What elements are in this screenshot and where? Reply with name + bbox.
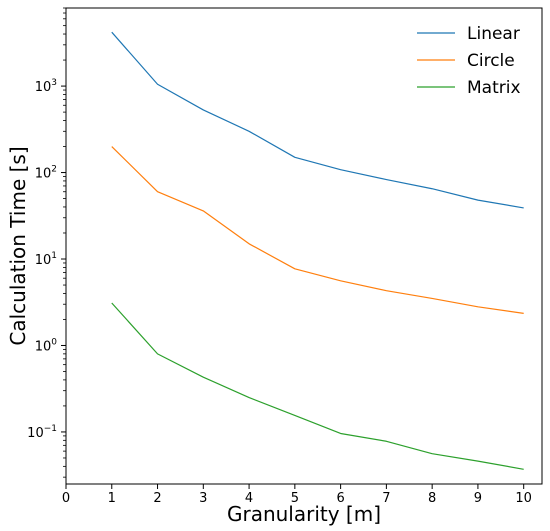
plot-frame <box>65 7 543 485</box>
y-axis-label: Calculation Time [s] <box>6 146 30 345</box>
x-tick-label: 8 <box>428 491 436 506</box>
series-line-linear <box>111 31 524 209</box>
series-line-matrix <box>111 302 524 470</box>
x-axis-label: Granularity [m] <box>227 502 381 526</box>
x-tick-label: 0 <box>62 491 70 506</box>
x-tick-label: 3 <box>199 491 207 506</box>
y-tick-label: 100 <box>35 337 58 354</box>
series-lines <box>111 31 524 470</box>
x-tick-label: 9 <box>474 491 482 506</box>
y-tick-label: 103 <box>35 78 57 95</box>
x-tick-label: 2 <box>153 491 161 506</box>
x-axis-ticks: 0 1 2 3 4 5 6 7 8 9 10 <box>62 484 532 506</box>
series-line-circle <box>111 146 524 314</box>
legend-label-circle: Circle <box>467 51 515 71</box>
x-tick-label: 7 <box>382 491 390 506</box>
x-tick-label: 10 <box>515 491 532 506</box>
legend-label-matrix: Matrix <box>467 78 521 98</box>
x-tick-label: 4 <box>245 491 253 506</box>
x-tick-label: 6 <box>336 491 344 506</box>
x-tick-label: 5 <box>291 491 299 506</box>
plot-area <box>65 7 543 485</box>
legend: Linear Circle Matrix <box>417 24 521 98</box>
legend-label-linear: Linear <box>467 24 520 44</box>
y-tick-label: 101 <box>35 251 57 268</box>
y-tick-label: 10−1 <box>27 424 57 441</box>
y-tick-label: 102 <box>35 165 57 182</box>
y-axis-ticks: 10−1 100 101 102 103 <box>27 7 66 478</box>
x-tick-label: 1 <box>108 491 116 506</box>
